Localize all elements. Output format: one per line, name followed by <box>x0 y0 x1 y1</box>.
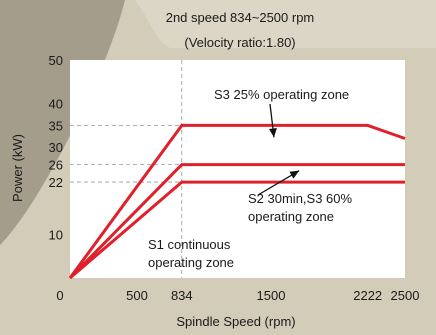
y-tick-35: 35 <box>49 118 63 133</box>
y-tick-50: 50 <box>49 53 63 68</box>
chart-subtitle: (Velocity ratio:1.80) <box>184 35 295 50</box>
arrow-s2 <box>257 170 300 196</box>
series-lines <box>68 123 406 280</box>
x-tick-500: 500 <box>126 288 148 303</box>
y-tick-40: 40 <box>49 97 63 112</box>
x-tick-1500: 1500 <box>257 288 286 303</box>
series-line-2 <box>68 163 405 280</box>
y-tick-30: 30 <box>49 140 63 155</box>
series-line-3 <box>69 180 405 280</box>
y-tick-10: 10 <box>49 227 63 242</box>
arrow-s3-head <box>268 127 277 138</box>
y-tick-labels: 10 22 26 30 35 40 50 <box>49 53 63 242</box>
arrow-s2-head <box>289 170 300 179</box>
x-axis-label: Spindle Speed (rpm) <box>176 314 295 329</box>
x-tick-2222: 2222 <box>353 288 382 303</box>
annotation-s3: S3 25% operating zone <box>214 87 349 102</box>
y-tick-22: 22 <box>49 175 63 190</box>
y-axis-label: Power (kW) <box>10 134 25 202</box>
annotation-s2-line1: S2 30min,S3 60% <box>248 191 353 206</box>
arrow-s3 <box>268 103 277 138</box>
x-tick-0: 0 <box>56 288 63 303</box>
x-tick-labels: 0 500 834 1500 2222 2500 <box>56 288 419 303</box>
plot-area <box>70 60 405 278</box>
y-tick-26: 26 <box>49 158 63 173</box>
series-line-1 <box>68 123 406 279</box>
x-tick-2500: 2500 <box>391 288 420 303</box>
annotation-s1-line2: operating zone <box>148 255 234 270</box>
chart-title: 2nd speed 834~2500 rpm <box>166 10 315 25</box>
annotation-s2-line2: operating zone <box>248 209 334 224</box>
annotation-arrows <box>257 103 300 196</box>
x-tick-834: 834 <box>171 288 193 303</box>
annotation-s1-line1: S1 continuous <box>148 237 231 252</box>
